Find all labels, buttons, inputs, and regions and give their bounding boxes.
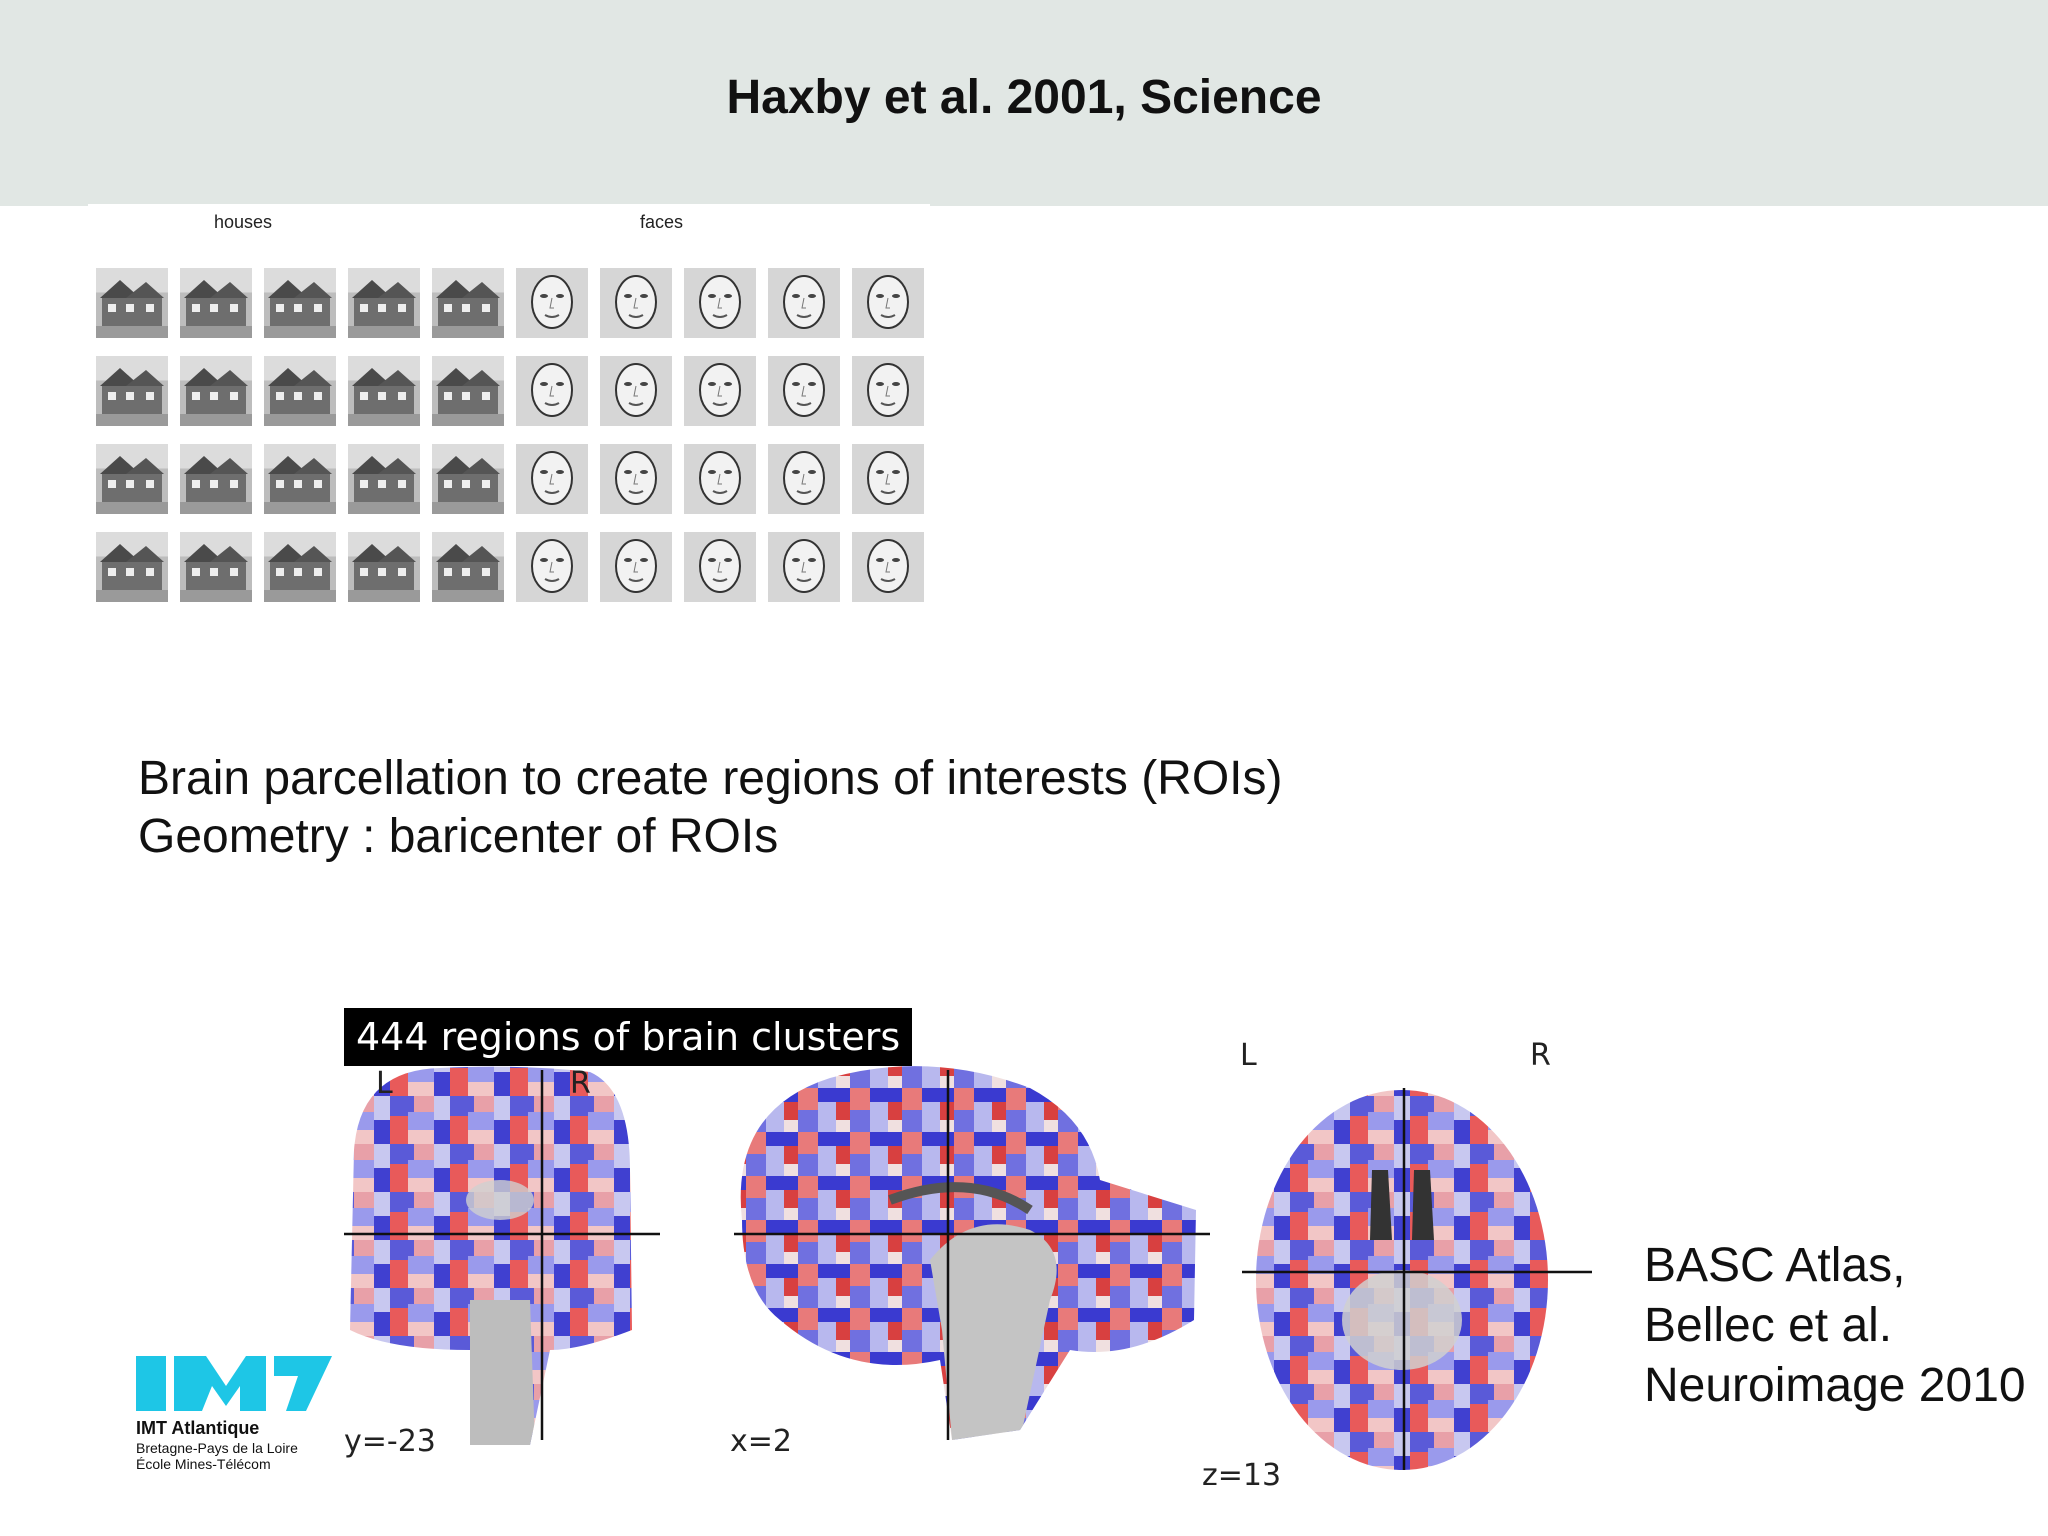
house-image xyxy=(180,532,252,602)
stimuli-figure: houses faces xyxy=(88,204,930,604)
citation: BASC Atlas, Bellec et al. Neuroimage 201… xyxy=(1644,1236,2026,1416)
house-image xyxy=(348,268,420,338)
logo-subtitle: École Mines-Télécom xyxy=(136,1456,271,1472)
face-image xyxy=(600,356,672,426)
bullet-item: Geometry : baricenter of ROIs xyxy=(138,810,779,863)
cluster-label: 444 regions of brain clusters xyxy=(344,1008,913,1066)
brain-slices xyxy=(344,1066,1592,1470)
house-image xyxy=(264,444,336,514)
house-image xyxy=(264,356,336,426)
bullet-item: Brain parcellation to create regions of … xyxy=(138,752,1283,805)
coronal-left-label: L xyxy=(376,1066,393,1101)
face-image xyxy=(516,356,588,426)
logo-subtitle: Bretagne-Pays de la Loire xyxy=(136,1440,298,1456)
house-image xyxy=(180,268,252,338)
citation-line: Bellec et al. xyxy=(1644,1299,1893,1352)
house-image xyxy=(96,532,168,602)
house-image xyxy=(264,532,336,602)
slide-header: Haxby et al. 2001, Science xyxy=(0,0,2048,206)
logo-name: IMT Atlantique xyxy=(136,1418,260,1438)
face-image xyxy=(600,532,672,602)
house-image xyxy=(432,356,504,426)
house-image xyxy=(348,532,420,602)
face-image xyxy=(684,444,756,514)
citation-line: Neuroimage 2010 xyxy=(1644,1359,2026,1412)
citation-line: BASC Atlas, xyxy=(1644,1239,1906,1292)
face-image xyxy=(768,356,840,426)
brain-parcellation-figure: 444 regions of brain clusters L R y=-23 … xyxy=(330,1000,1594,1500)
face-image xyxy=(516,444,588,514)
axial-right-label: R xyxy=(1530,1038,1551,1073)
axial-coord: z=13 xyxy=(1202,1458,1282,1493)
face-image xyxy=(600,444,672,514)
house-image xyxy=(432,444,504,514)
face-image xyxy=(852,532,924,602)
bullet-list: Brain parcellation to create regions of … xyxy=(138,750,1283,866)
sagittal-coord: x=2 xyxy=(730,1424,792,1459)
imt-logo: IMT Atlantique Bretagne-Pays de la Loire… xyxy=(136,1356,336,1476)
face-image xyxy=(516,268,588,338)
faces-label: faces xyxy=(640,212,684,232)
face-image xyxy=(768,444,840,514)
house-image xyxy=(180,356,252,426)
face-image xyxy=(852,268,924,338)
house-image xyxy=(96,268,168,338)
houses-label: houses xyxy=(214,212,273,232)
face-image xyxy=(768,532,840,602)
imt-logo-mark xyxy=(136,1356,332,1411)
slide-title: Haxby et al. 2001, Science xyxy=(726,71,1322,124)
coronal-right-label: R xyxy=(570,1066,591,1101)
face-image xyxy=(684,356,756,426)
house-image xyxy=(348,444,420,514)
face-image xyxy=(768,268,840,338)
face-image xyxy=(684,268,756,338)
house-image xyxy=(264,268,336,338)
coronal-coord: y=-23 xyxy=(344,1424,436,1459)
house-image xyxy=(348,356,420,426)
house-image xyxy=(432,268,504,338)
face-image xyxy=(516,532,588,602)
face-image xyxy=(600,268,672,338)
face-image xyxy=(852,356,924,426)
house-image xyxy=(180,444,252,514)
axial-left-label: L xyxy=(1240,1038,1257,1073)
house-image xyxy=(432,532,504,602)
face-image xyxy=(852,444,924,514)
house-image xyxy=(96,444,168,514)
house-image xyxy=(96,356,168,426)
face-image xyxy=(684,532,756,602)
